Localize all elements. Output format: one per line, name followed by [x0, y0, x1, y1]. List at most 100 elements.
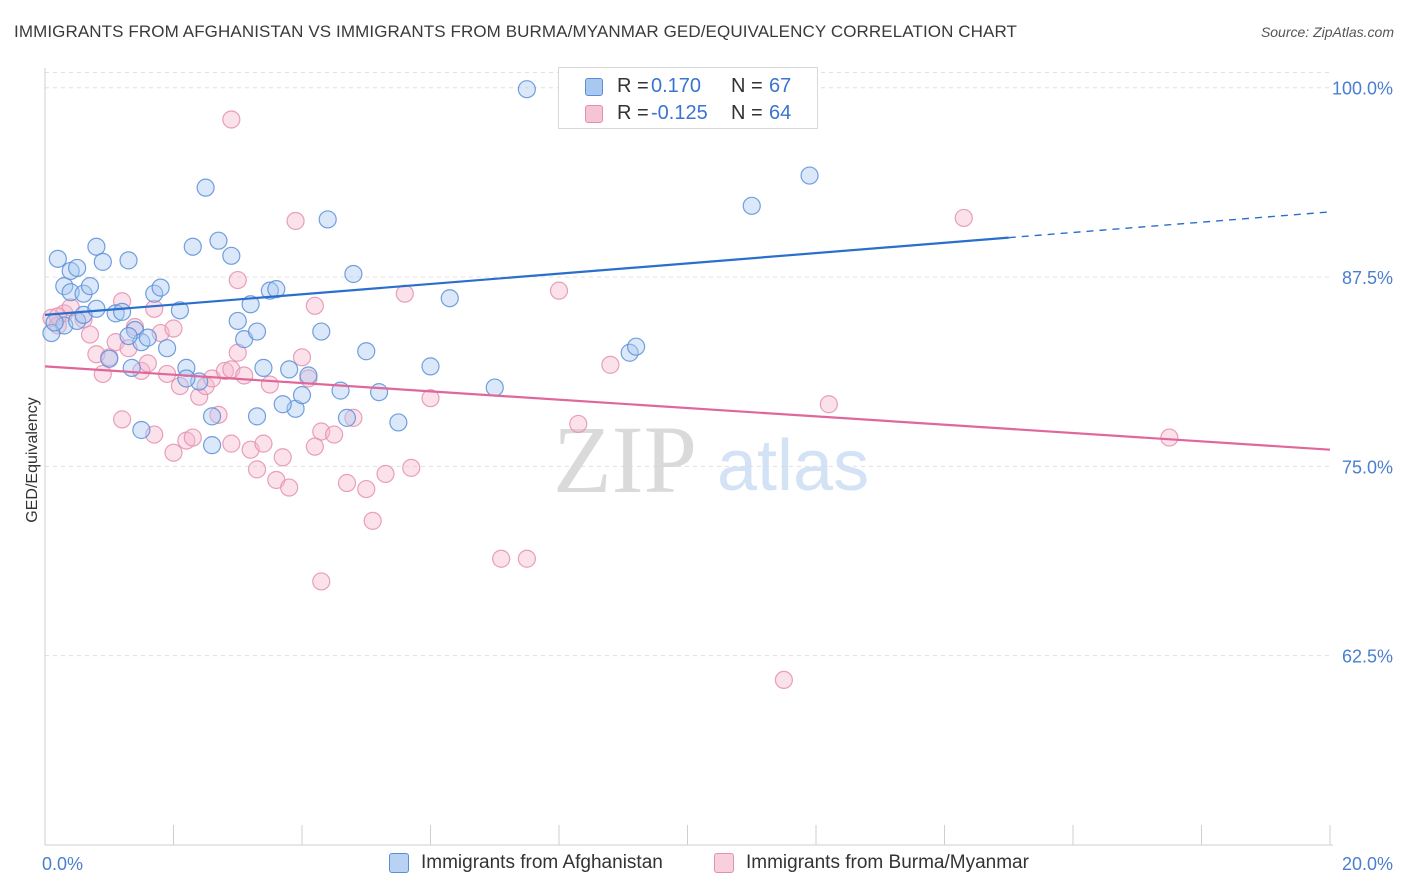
- data-point[interactable]: [292, 348, 312, 367]
- data-point[interactable]: [485, 378, 504, 397]
- data-point[interactable]: [344, 408, 363, 427]
- data-point[interactable]: [228, 270, 247, 290]
- data-point[interactable]: [138, 328, 157, 347]
- data-point[interactable]: [337, 408, 357, 427]
- data-point[interactable]: [549, 281, 569, 300]
- data-point[interactable]: [260, 375, 279, 394]
- data-point[interactable]: [241, 295, 260, 314]
- data-point[interactable]: [222, 434, 241, 453]
- data-point[interactable]: [305, 296, 324, 315]
- data-point[interactable]: [800, 166, 819, 185]
- data-point[interactable]: [202, 407, 222, 426]
- data-point[interactable]: [119, 326, 138, 346]
- data-point[interactable]: [626, 337, 646, 356]
- data-point[interactable]: [209, 231, 228, 250]
- data-point[interactable]: [87, 237, 106, 256]
- data-point[interactable]: [273, 448, 292, 467]
- data-point[interactable]: [742, 196, 761, 215]
- data-point[interactable]: [190, 387, 209, 406]
- data-point[interactable]: [318, 210, 337, 229]
- data-point[interactable]: [100, 349, 119, 368]
- data-point[interactable]: [228, 311, 247, 331]
- data-point[interactable]: [774, 670, 793, 690]
- data-point[interactable]: [376, 464, 395, 484]
- data-point[interactable]: [492, 549, 511, 568]
- data-point[interactable]: [183, 237, 202, 256]
- data-point[interactable]: [112, 410, 132, 429]
- data-point[interactable]: [93, 364, 112, 384]
- data-point[interactable]: [254, 358, 273, 377]
- data-point[interactable]: [954, 208, 973, 228]
- data-point[interactable]: [119, 251, 138, 270]
- data-point[interactable]: [42, 323, 61, 343]
- data-point[interactable]: [357, 342, 376, 361]
- data-point[interactable]: [299, 366, 318, 385]
- data-point[interactable]: [138, 354, 157, 373]
- data-point[interactable]: [325, 425, 344, 444]
- data-point[interactable]: [247, 322, 267, 341]
- data-point[interactable]: [157, 339, 177, 358]
- legend-row-burma: R = -0.125 N = 64: [559, 100, 817, 128]
- data-point[interactable]: [292, 386, 312, 405]
- data-point[interactable]: [80, 325, 100, 344]
- data-point[interactable]: [177, 369, 196, 388]
- data-point[interactable]: [222, 246, 241, 265]
- data-point[interactable]: [395, 284, 414, 303]
- data-point[interactable]: [48, 249, 67, 268]
- data-point[interactable]: [151, 278, 170, 297]
- data-point[interactable]: [170, 301, 190, 320]
- data-point[interactable]: [312, 572, 331, 591]
- data-point[interactable]: [402, 458, 421, 477]
- data-point[interactable]: [305, 437, 324, 456]
- data-point[interactable]: [183, 428, 202, 447]
- data-point[interactable]: [202, 436, 222, 455]
- data-point[interactable]: [569, 414, 588, 434]
- chart-source: Source: ZipAtlas.com: [1260, 24, 1394, 40]
- data-point[interactable]: [517, 80, 536, 99]
- data-point[interactable]: [247, 407, 267, 426]
- data-point[interactable]: [517, 549, 536, 568]
- data-point[interactable]: [280, 360, 299, 379]
- data-point[interactable]: [819, 395, 838, 414]
- data-point[interactable]: [440, 289, 459, 308]
- data-point[interactable]: [370, 383, 389, 402]
- trend-line-burma: [44, 365, 1331, 451]
- data-point[interactable]: [357, 479, 376, 499]
- data-point[interactable]: [247, 460, 267, 479]
- data-point[interactable]: [267, 280, 286, 299]
- data-point[interactable]: [145, 299, 164, 318]
- data-point[interactable]: [80, 277, 100, 296]
- data-point[interactable]: [132, 420, 151, 440]
- data-point[interactable]: [260, 281, 279, 300]
- series-legend: Immigrants from Afghanistan Immigrants f…: [0, 851, 1406, 877]
- data-point[interactable]: [45, 313, 64, 332]
- data-point[interactable]: [286, 211, 305, 231]
- data-point[interactable]: [215, 361, 234, 381]
- data-point[interactable]: [112, 302, 132, 321]
- data-point[interactable]: [344, 264, 363, 284]
- data-point[interactable]: [421, 357, 440, 376]
- data-point[interactable]: [337, 473, 357, 493]
- data-point[interactable]: [312, 322, 331, 341]
- data-point[interactable]: [122, 358, 141, 377]
- data-point[interactable]: [222, 110, 241, 129]
- data-point[interactable]: [1160, 428, 1179, 447]
- data-point[interactable]: [421, 389, 440, 408]
- data-point[interactable]: [170, 376, 190, 396]
- data-point[interactable]: [235, 366, 254, 385]
- data-point[interactable]: [389, 413, 408, 432]
- data-point[interactable]: [68, 258, 87, 278]
- data-point[interactable]: [254, 434, 273, 453]
- data-point[interactable]: [209, 405, 228, 424]
- data-point[interactable]: [74, 284, 93, 303]
- data-point[interactable]: [164, 319, 183, 338]
- legend-n-label: N =: [731, 102, 763, 124]
- data-point[interactable]: [273, 395, 292, 414]
- data-point[interactable]: [93, 252, 112, 271]
- data-point[interactable]: [363, 511, 382, 530]
- data-point[interactable]: [196, 178, 215, 197]
- data-point[interactable]: [280, 478, 299, 497]
- data-point[interactable]: [164, 443, 183, 462]
- data-point[interactable]: [87, 299, 106, 318]
- data-point[interactable]: [601, 355, 620, 374]
